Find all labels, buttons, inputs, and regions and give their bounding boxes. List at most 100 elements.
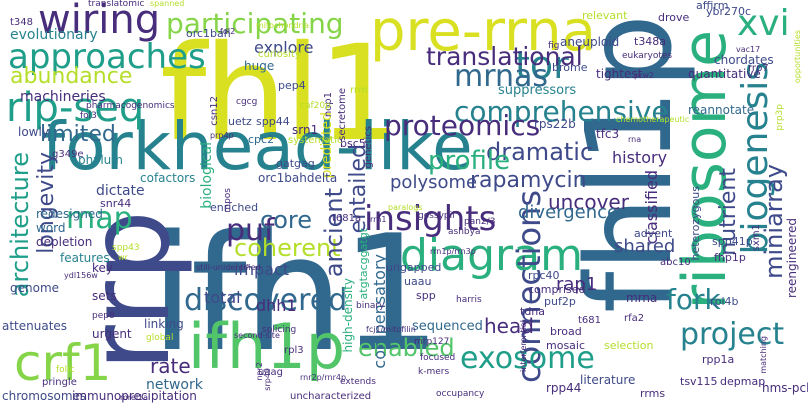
word-network: network: [146, 377, 203, 393]
word-fig: fig: [548, 41, 560, 51]
word-features: features: [60, 251, 110, 265]
word-comprised: comprised: [528, 283, 586, 296]
word-ungapped: ungapped: [386, 261, 442, 274]
word-matching: matching: [759, 336, 768, 374]
word-wr: wr: [118, 253, 128, 262]
word-spp43: spp43: [112, 243, 140, 253]
word-t348a: t348a: [634, 35, 667, 48]
word-mrel1a: mrel1a: [120, 393, 149, 402]
word-discovered: discovered: [184, 283, 348, 318]
word-chemotherapeutic: chemotherapeutic: [616, 115, 690, 124]
word-secretome: secretome: [337, 88, 348, 141]
word-sxm1: sxm1: [751, 224, 762, 252]
word-global: global: [146, 333, 174, 343]
word-snr44: snr44: [100, 197, 132, 210]
word-phylum: phylum: [78, 153, 123, 167]
word-tfc3: tfc3: [596, 127, 620, 141]
word-t348: t348: [10, 17, 34, 28]
word-rapamycin: rapamycin: [470, 168, 587, 193]
word-hms-pcl: hms-pcl: [762, 381, 808, 395]
word-ashbya: ashbya: [448, 227, 481, 237]
word-atgtacggatgt: atgtacggatgt: [357, 228, 370, 300]
word-caf20p: caf20p: [300, 101, 331, 111]
word-orc1bahdelta: orc1bahdelta: [258, 171, 338, 185]
word-paralogs: paralogs: [388, 203, 423, 212]
word-sets: sets: [92, 289, 117, 303]
word-fork: fork: [666, 283, 721, 316]
word-gatgag: gatgag: [276, 157, 315, 170]
word-fdl2: fdl2: [220, 27, 236, 36]
word-translatomic: translatomic: [88, 0, 145, 9]
word-rrm: rrm: [350, 85, 368, 96]
word-evolutionary: evolutionary: [10, 27, 98, 43]
word-opportunities: opportunities: [793, 30, 802, 84]
word-total: total: [204, 288, 241, 307]
word-xvi: xvi: [737, 3, 790, 44]
word-attenuates: attenuates: [2, 319, 68, 333]
word-crf1: crf1: [14, 334, 112, 392]
word-cgcg: cgcg: [236, 97, 258, 107]
word-puf2p: puf2p: [544, 295, 576, 308]
word-rpp1a: rpp1a: [702, 353, 735, 366]
word-mpos: mpos: [223, 188, 233, 213]
word-aneuploid: aneuploid: [560, 35, 620, 49]
word-huge: huge: [244, 59, 275, 73]
word-rrn1: rrn1: [370, 215, 387, 224]
word-focused: focused: [420, 353, 456, 363]
word-fhl1: fhl1: [160, 17, 402, 171]
word-miniarray: miniarray: [760, 164, 788, 279]
word-wiring: wiring: [38, 0, 161, 43]
word-rfa2: rfa2: [624, 313, 645, 324]
word-comprehensive: comprehensive: [454, 95, 669, 128]
word-linking: linking: [144, 317, 184, 331]
word-enriched: enriched: [210, 201, 259, 214]
word-high-density: high-density: [341, 278, 355, 353]
word-curiosity: curiosity: [258, 49, 301, 60]
word-spp: spp: [416, 289, 436, 302]
word-literature: literature: [580, 373, 636, 387]
word-architecture: architecture: [6, 152, 34, 298]
word-ifh1p: ifh1p: [188, 310, 346, 383]
word-second-site: second-site: [234, 331, 280, 340]
word-ancient: ancient: [320, 188, 348, 278]
word-forkhead-like: forkhead-like: [42, 108, 473, 185]
word-rnr2p-rnr4p: rnr2p/rnr4p: [300, 373, 347, 382]
word-occupancy: occupancy: [436, 389, 485, 399]
word-biological: biological: [199, 142, 215, 209]
word-pep4: pep4: [278, 79, 306, 92]
word-prw2: prw2: [634, 71, 654, 80]
word-pan2-3: pan2/3: [464, 217, 496, 227]
word-rrp7: rrp7: [748, 63, 769, 74]
word-g349e: g349e: [52, 149, 84, 160]
word-abc10: abc10: [660, 257, 691, 268]
word-pre-rrna: pre-rrna: [370, 0, 596, 64]
word-extends: extends: [340, 377, 376, 387]
word-history: history: [612, 148, 668, 167]
word-fhp1p: fhp1p: [714, 251, 746, 264]
word-explore: explore: [254, 38, 314, 57]
word-sequenced: sequenced: [412, 319, 483, 334]
word-key: key: [92, 261, 114, 275]
word-diagram: diagram: [400, 230, 583, 281]
word-ybr270c: ybr270c: [706, 5, 752, 18]
word-heterozygous: heterozygous: [689, 186, 702, 261]
word-proteomics: proteomics: [384, 109, 541, 142]
word-eukaryotes: eukaryotes: [622, 51, 673, 61]
word-ifh1: ifh1: [150, 200, 442, 387]
word-harris: harris: [456, 295, 482, 305]
word-advent: advent: [634, 227, 673, 240]
word-spp44: spp44: [256, 115, 290, 128]
word-tdna: tdna: [520, 305, 546, 318]
word-rpl3: rpl3: [284, 345, 304, 356]
word-dhh1: dhh1: [256, 296, 297, 315]
word-uncharacterized: uncharacterized: [290, 391, 372, 402]
word-enabled: enabled: [358, 334, 455, 362]
word-genetics: genetics: [363, 126, 374, 169]
word-csn12: csn12: [209, 96, 220, 126]
word-relevant: relevant: [582, 9, 628, 22]
word-binary: binary: [356, 301, 385, 311]
word-rpl4b: rpl4b: [710, 295, 739, 308]
word-puf: puf: [226, 213, 275, 248]
word-pringle: pringle: [42, 377, 77, 388]
word-tsv115: tsv115: [680, 375, 718, 388]
